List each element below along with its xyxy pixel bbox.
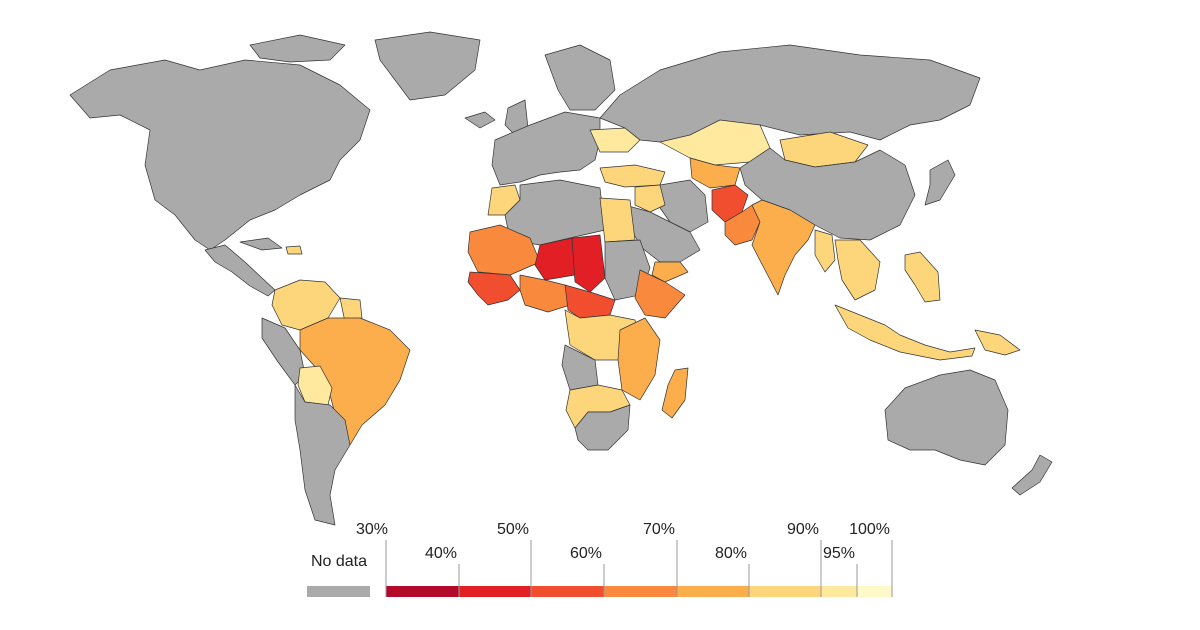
region-ukraine[interactable] (589, 127, 641, 153)
region-iceland[interactable] (464, 111, 496, 129)
region-australia[interactable] (884, 369, 1009, 466)
region-png[interactable] (974, 329, 1021, 356)
region-arabia[interactable] (624, 204, 701, 263)
region-iran[interactable] (657, 179, 709, 233)
region-pakistan[interactable] (724, 204, 761, 246)
region-myanmar[interactable] (814, 229, 836, 273)
legend-tick-label: 80% (715, 545, 747, 562)
legend-bin-6 (821, 586, 857, 597)
legend-no-data-swatch (307, 586, 370, 597)
legend-tick-label: 100% (849, 521, 890, 538)
region-haiti[interactable] (285, 245, 303, 255)
region-new-zealand[interactable] (1011, 454, 1053, 496)
legend-bin-2 (531, 586, 604, 597)
region-chad[interactable] (571, 234, 606, 293)
legend-tick-label: 30% (356, 521, 388, 538)
legend-tick-label: 95% (823, 545, 855, 562)
region-south-africa[interactable] (574, 404, 631, 451)
legend-no-data-label: No data (311, 553, 367, 570)
region-west-africa-coast[interactable] (467, 271, 521, 306)
region-yemen[interactable] (651, 261, 689, 283)
region-egypt[interactable] (599, 197, 636, 243)
region-east-africa[interactable] (617, 317, 661, 401)
countries-layer (69, 31, 1053, 526)
legend-tick-label: 50% (497, 521, 529, 538)
region-mauritania-mali[interactable] (467, 224, 541, 276)
legend-bin-7 (857, 586, 892, 597)
region-india[interactable] (751, 199, 816, 296)
region-scandinavia[interactable] (544, 44, 616, 111)
legend-tick-label: 70% (643, 521, 675, 538)
legend-bin-0 (386, 586, 459, 597)
legend-bin-1 (459, 586, 531, 597)
region-ethiopia[interactable] (634, 269, 686, 319)
legend-tick-label: 60% (570, 545, 602, 562)
region-southern-cone[interactable] (294, 384, 351, 526)
region-guyana[interactable] (339, 297, 363, 323)
legend-color-bins (386, 586, 892, 597)
region-southeast-asia[interactable] (834, 239, 881, 301)
legend-tick-label: 40% (425, 545, 457, 562)
region-greenland[interactable] (374, 31, 481, 101)
region-japan[interactable] (924, 159, 956, 206)
legend-bin-4 (677, 586, 749, 597)
region-madagascar[interactable] (661, 367, 689, 419)
region-central-america[interactable] (204, 244, 276, 297)
region-europe[interactable] (491, 111, 601, 186)
legend: No data 30% 40% 50% 60% 70% 80% 90%95% 100% (307, 521, 893, 597)
region-canada-arctic[interactable] (249, 34, 346, 63)
region-north-america[interactable] (69, 59, 371, 251)
legend-tick-label: 90% (787, 521, 819, 538)
legend-ticks: 30% 40% 50% 60% 70% 80% 90%95% 100% (356, 521, 893, 597)
region-cuba[interactable] (239, 237, 283, 251)
legend-bin-5 (749, 586, 821, 597)
region-indonesia[interactable] (834, 304, 976, 361)
region-niger[interactable] (534, 237, 576, 281)
region-nigeria[interactable] (519, 274, 571, 313)
region-iraq[interactable] (634, 184, 666, 213)
legend-bin-3 (604, 586, 677, 597)
region-russia[interactable] (599, 44, 981, 143)
region-turkey[interactable] (599, 164, 666, 188)
region-philippines[interactable] (904, 251, 941, 303)
